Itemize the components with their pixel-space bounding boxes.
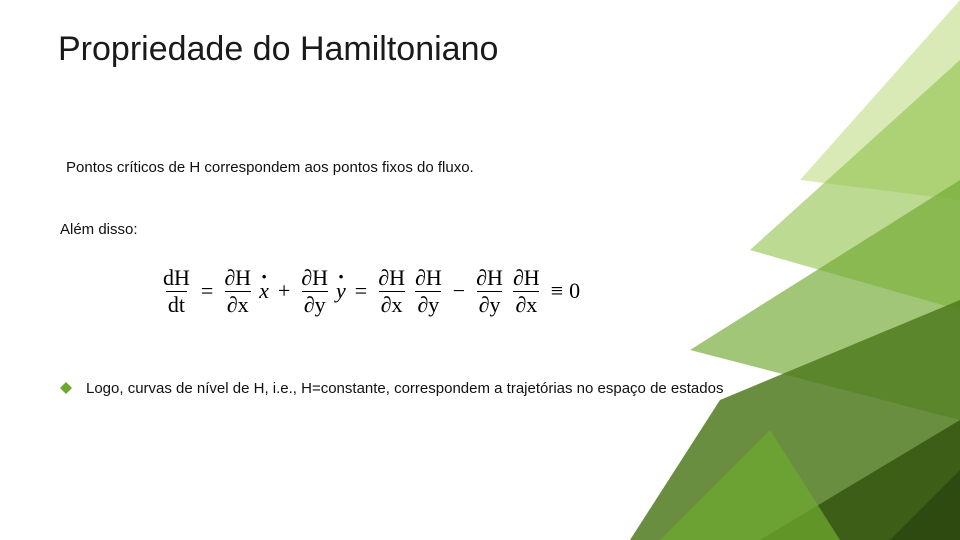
equiv: ≡ (551, 278, 563, 304)
frac-den: ∂y (302, 291, 328, 316)
frac-den: ∂y (415, 291, 441, 316)
equals-2: = (355, 278, 367, 304)
fraction-dH-dx-1: ∂H ∂x (222, 266, 253, 315)
frac-den: ∂x (379, 291, 405, 316)
x-dot: x (259, 278, 269, 304)
bullet-item-1: Logo, curvas de nível de H, i.e., H=cons… (60, 378, 880, 400)
frac-den: ∂x (513, 291, 539, 316)
frac-den: ∂x (225, 291, 251, 316)
fraction-dH-dy-2: ∂H ∂y (413, 266, 444, 315)
fraction-dH-dt: dH dt (161, 266, 192, 315)
frac-num: ∂H (376, 266, 407, 290)
fraction-dH-dx-3: ∂H ∂x (511, 266, 542, 315)
plus-1: + (278, 278, 290, 304)
frac-num: ∂H (511, 266, 542, 290)
frac-num: ∂H (222, 266, 253, 290)
fraction-dH-dx-2: ∂H ∂x (376, 266, 407, 315)
y-dot: y (336, 278, 346, 304)
equals-1: = (201, 278, 213, 304)
frac-den: dt (166, 291, 187, 316)
slide-title: Propriedade do Hamiltoniano (58, 30, 498, 69)
frac-num: ∂H (474, 266, 505, 290)
slide: Propriedade do Hamiltoniano Pontos críti… (0, 0, 960, 540)
frac-num: dH (161, 266, 192, 290)
bullet-text-1: Logo, curvas de nível de H, i.e., H=cons… (86, 378, 723, 400)
fraction-dH-dy-3: ∂H ∂y (474, 266, 505, 315)
fraction-dH-dy-1: ∂H ∂y (299, 266, 330, 315)
intro-line-1: Pontos críticos de H correspondem aos po… (66, 158, 474, 178)
hamiltonian-equation: dH dt = ∂H ∂x x + ∂H ∂y y = ∂H ∂x ∂H ∂y … (148, 258, 708, 324)
frac-num: ∂H (299, 266, 330, 290)
minus: − (453, 278, 465, 304)
diamond-bullet-icon (60, 382, 72, 394)
frac-den: ∂y (477, 291, 503, 316)
frac-num: ∂H (413, 266, 444, 290)
intro-line-2: Além disso: (60, 220, 138, 240)
zero: 0 (569, 278, 580, 304)
